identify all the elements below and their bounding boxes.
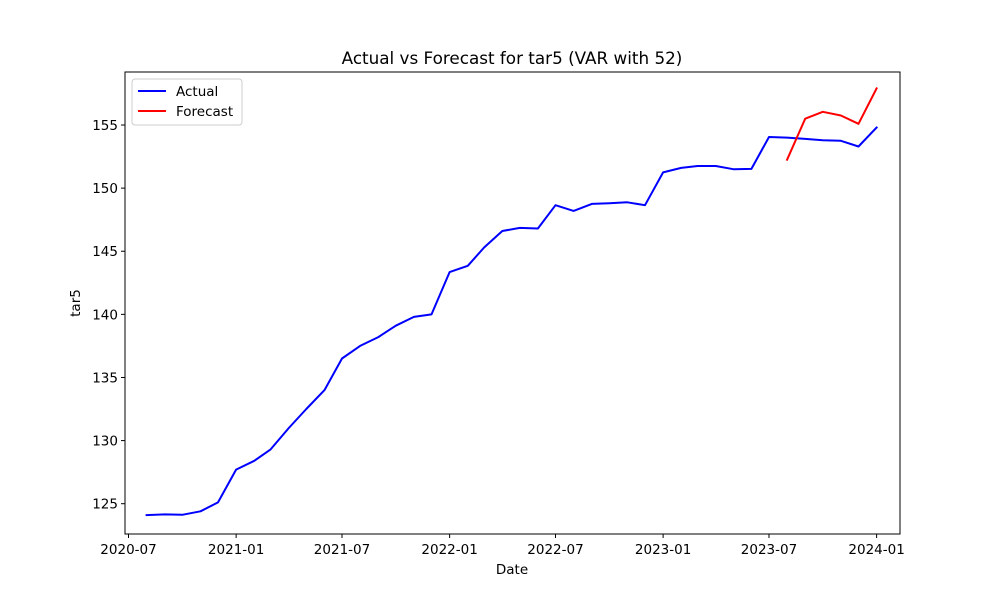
y-tick-label: 135 <box>92 370 118 386</box>
y-tick-label: 125 <box>92 497 118 513</box>
x-axis-label: Date <box>496 562 528 578</box>
series-line-forecast <box>785 87 878 162</box>
x-tick-label: 2023-07 <box>741 542 797 558</box>
y-tick-label: 145 <box>92 244 118 260</box>
x-tick-label: 2021-07 <box>314 542 370 558</box>
x-tick-label: 2024-01 <box>848 542 904 558</box>
series-lines <box>145 87 879 517</box>
x-tick-label: 2021-01 <box>208 542 264 558</box>
y-tick-label: 150 <box>92 181 118 197</box>
legend-label-forecast: Forecast <box>176 104 233 120</box>
x-tick-label: 2020-07 <box>100 542 156 558</box>
chart-title: Actual vs Forecast for tar5 (VAR with 52… <box>342 48 683 68</box>
axis-ticks: 2020-07 2021-01 2021-07 2022-01 2022-07 2023-… <box>92 118 905 558</box>
x-tick-label: 2022-07 <box>527 542 583 558</box>
x-tick-label: 2022-01 <box>421 542 477 558</box>
y-tick-label: 140 <box>92 307 118 323</box>
legend-label-actual: Actual <box>176 84 218 100</box>
legend: Actual Forecast <box>131 78 243 126</box>
x-tick-label: 2023-01 <box>635 542 691 558</box>
y-tick-label: 130 <box>92 434 118 450</box>
series-line-actual <box>145 126 879 517</box>
y-tick-label: 155 <box>92 118 118 134</box>
plot-area-frame <box>124 71 901 535</box>
y-axis-label: tar5 <box>68 289 84 317</box>
